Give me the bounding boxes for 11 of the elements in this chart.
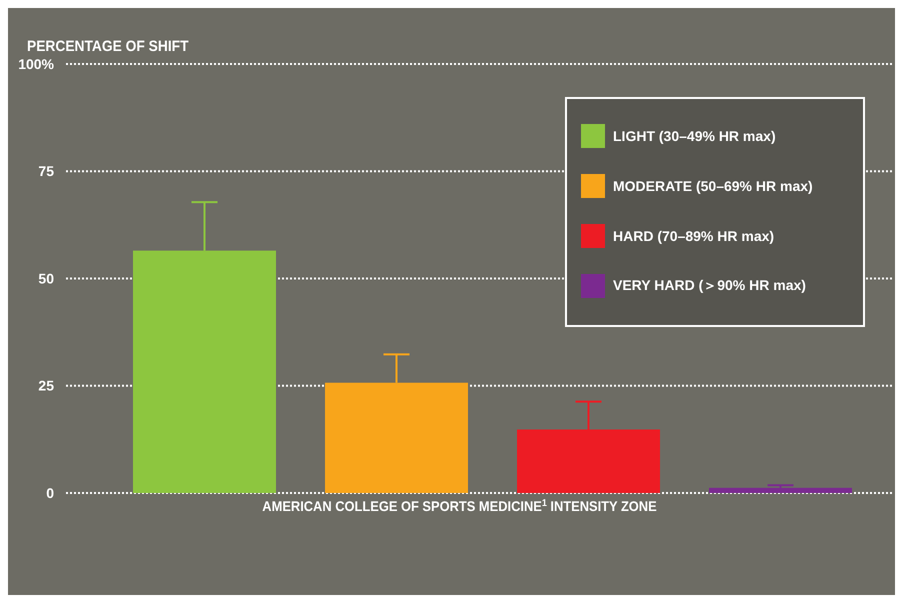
legend-label: VERY HARD (＞90% HR max) [613,277,806,295]
y-tick-label: 50 [38,270,54,286]
legend-label: HARD (70–89% HR max) [613,228,774,244]
y-tick-label: 25 [38,378,54,394]
legend-label: MODERATE (50–69% HR max) [613,178,813,194]
y-tick-label: 100% [18,56,55,72]
y-axis-title: PERCENTAGE OF SHIFT [27,38,189,55]
y-tick-label: 0 [46,484,54,501]
legend-label: LIGHT (30–49% HR max) [613,128,776,144]
y-tick-label: 75 [38,163,54,180]
x-axis-title: AMERICAN COLLEGE OF SPORTS MEDICINE$^{1}$ INTENSITY ZONE [262,496,657,514]
